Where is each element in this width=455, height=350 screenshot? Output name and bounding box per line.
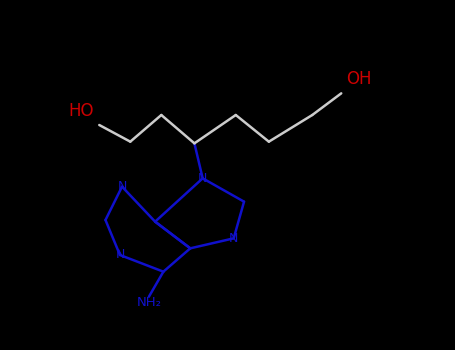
Text: N: N: [115, 248, 125, 261]
Text: HO: HO: [69, 102, 94, 120]
Text: N: N: [229, 232, 238, 245]
Text: NH₂: NH₂: [136, 296, 162, 309]
Text: N: N: [117, 180, 126, 193]
Text: OH: OH: [346, 70, 372, 88]
Text: N: N: [198, 172, 207, 185]
